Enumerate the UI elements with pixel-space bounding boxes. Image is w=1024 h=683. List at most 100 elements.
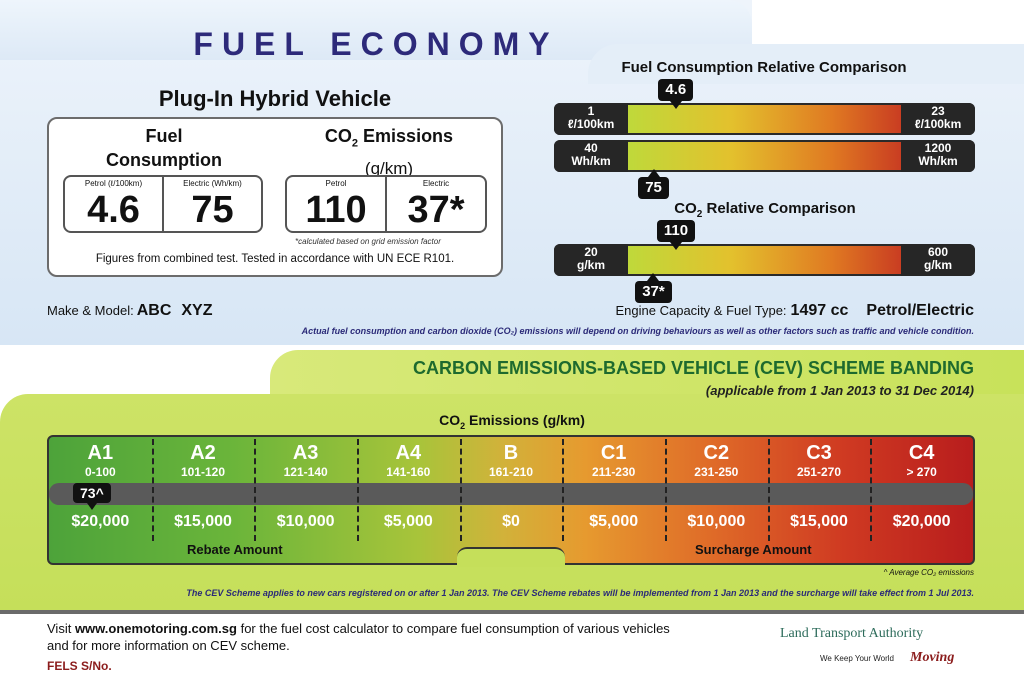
average-co2-note: ^ Average CO₂ emissions xyxy=(883,568,974,577)
calc-note: *calculated based on grid emission facto… xyxy=(295,237,441,246)
cev-band-c1: C1 211-230 $5,000 xyxy=(562,437,665,545)
band-amount: $10,000 xyxy=(687,513,746,530)
petrol-co2-cell: Petrol 110 xyxy=(287,177,385,231)
fuel-consumption-values: Petrol (ℓ/100km) 4.6 Electric (Wh/km) 75 xyxy=(63,175,263,233)
petrol-bar-min-value: 1 xyxy=(587,104,595,118)
co2-title-subscript: 2 xyxy=(351,137,359,150)
electric-fc-marker: 75 xyxy=(638,169,669,199)
petrol-fc-marker: 4.6 xyxy=(658,79,694,109)
band-track xyxy=(49,483,973,505)
band-range: 101-120 xyxy=(180,465,225,479)
electric-co2-label: Electric xyxy=(422,179,450,188)
model-value: XYZ xyxy=(181,302,213,319)
cev-band-a2: A2 101-120 $15,000 xyxy=(152,437,255,545)
co2-unit: (g/km) xyxy=(364,158,414,178)
electric-bar-min-value: 40 xyxy=(584,141,598,155)
band-amount: $0 xyxy=(502,513,520,530)
electric-co2-cell: Electric 37* xyxy=(385,177,485,231)
co2-bar-max: 600 g/km xyxy=(901,244,975,276)
band-range: 161-210 xyxy=(488,465,533,479)
co2-comparison-bar: 20 g/km 600 g/km xyxy=(554,244,975,276)
band-code: C3 xyxy=(806,442,832,464)
band-amount: $5,000 xyxy=(383,513,433,530)
band-range: 121-140 xyxy=(283,465,328,479)
band-code: A1 xyxy=(87,442,114,464)
co2-values: Petrol 110 Electric 37* xyxy=(285,175,487,233)
band-separator xyxy=(767,439,770,541)
petrol-co2-marker: 110 xyxy=(656,220,696,250)
band-code: C4 xyxy=(908,442,935,464)
footer-text: Visit www.onemotoring.com.sg for the fue… xyxy=(47,620,687,654)
electric-comparison-bar: 40 Wh/km 1200 Wh/km xyxy=(554,140,975,172)
website-link[interactable]: www.onemotoring.com.sg xyxy=(74,621,237,636)
band-range: 231-250 xyxy=(694,465,739,479)
fuel-type: Petrol/Electric xyxy=(866,302,974,319)
lta-name: Land Transport Authority xyxy=(780,626,924,641)
band-code: A4 xyxy=(395,442,422,464)
electric-co2-marker: 37* xyxy=(635,273,672,303)
band-code: B xyxy=(503,442,519,464)
petrol-bar-min-unit: ℓ/100km xyxy=(567,117,615,131)
cev-axis-subscript: 2 xyxy=(460,420,466,431)
petrol-co2-value: 110 xyxy=(305,189,367,231)
band-amount: $15,000 xyxy=(790,513,848,530)
electric-fc-cell: Electric (Wh/km) 75 xyxy=(162,177,261,231)
lta-logo: Land Transport Authority We Keep Your Wo… xyxy=(780,622,976,672)
disclaimer: Actual fuel consumption and carbon dioxi… xyxy=(301,326,974,336)
petrol-fc-label: Petrol (ℓ/100km) xyxy=(84,179,143,188)
co2-title-text: CO xyxy=(324,126,352,146)
band-code: A2 xyxy=(190,442,216,464)
cev-title: CARBON EMISSIONS-BASED VEHICLE (CEV) SCH… xyxy=(412,358,974,378)
electric-bar-max-unit: Wh/km xyxy=(918,154,958,168)
co2-emissions-title: CO2 Emissions (g/km) xyxy=(304,124,474,181)
co2-bar-min: 20 g/km xyxy=(554,244,628,276)
fuel-consumption-title: Fuel Consumption xyxy=(106,126,222,170)
cev-band-a1: A1 0-100 $20,000 xyxy=(49,437,152,545)
co2-bar-max-unit: g/km xyxy=(923,258,952,272)
cev-band-chart: A1 0-100 $20,000 A2 101-120 $15,000 A3 121-140 $… xyxy=(47,435,975,567)
average-co2-marker: 73^ xyxy=(73,483,111,510)
co2-comparison-heading: CO2 Relative Comparison xyxy=(600,200,930,220)
petrol-bar-max-value: 23 xyxy=(931,104,945,118)
band-range: 141-160 xyxy=(386,465,431,479)
electric-fc-value: 75 xyxy=(191,189,234,231)
electric-bar-min-unit: Wh/km xyxy=(571,154,611,168)
cev-band-c2: C2 231-250 $10,000 xyxy=(665,437,768,545)
footer-divider xyxy=(0,610,1024,614)
surcharge-label: Surcharge Amount xyxy=(695,542,812,557)
band-code: C2 xyxy=(703,442,730,464)
cev-band-b: B 161-210 $0 xyxy=(460,437,563,545)
footer-visit-pre: Visit xyxy=(47,621,75,636)
petrol-fc-value: 4.6 xyxy=(87,189,140,231)
band-range: 0-100 xyxy=(84,465,116,479)
co2-heading-text: CO xyxy=(674,200,697,217)
band-amount: $5,000 xyxy=(589,513,639,530)
band-amount: $15,000 xyxy=(174,513,232,530)
engine-info: Engine Capacity & Fuel Type: 1497 cc Petro… xyxy=(616,302,974,320)
electric-bar-max: 1200 Wh/km xyxy=(901,140,975,172)
co2-heading-suffix: Relative Comparison xyxy=(702,200,856,217)
co2-bar-max-value: 600 xyxy=(927,245,949,259)
engine-capacity: 1497 cc xyxy=(790,302,849,319)
electric-fc-label: Electric (Wh/km) xyxy=(183,179,242,188)
petrol-bar-min: 1 ℓ/100km xyxy=(554,103,628,135)
band-range: 211-230 xyxy=(591,465,636,479)
band-code: A3 xyxy=(292,442,319,464)
band-amount: $10,000 xyxy=(276,513,335,530)
cev-subtitle: (applicable from 1 Jan 2013 to 31 Dec 20… xyxy=(705,383,974,398)
petrol-bar-max: 23 ℓ/100km xyxy=(901,103,975,135)
page-title: FUEL ECONOMY xyxy=(193,26,559,62)
engine-label: Engine Capacity & Fuel Type: xyxy=(615,303,787,318)
cev-axis-title: CO2 Emissions (g/km) xyxy=(0,412,1024,431)
band-range: > 270 xyxy=(906,465,937,479)
comparison-panel-tab xyxy=(588,44,1024,84)
rebate-label: Rebate Amount xyxy=(187,542,283,557)
band-code: C1 xyxy=(600,442,627,464)
co2-title-suffix: Emissions xyxy=(358,126,454,146)
co2-bar-min-unit: g/km xyxy=(576,258,605,272)
band-amount: $20,000 xyxy=(892,513,951,530)
co2-bar-min-value: 20 xyxy=(584,245,598,259)
petrol-comparison-bar: 1 ℓ/100km 23 ℓ/100km xyxy=(554,103,975,135)
cev-band-c4: C4 > 270 $20,000 xyxy=(870,437,973,545)
make-model-label: Make & Model: xyxy=(47,303,134,318)
